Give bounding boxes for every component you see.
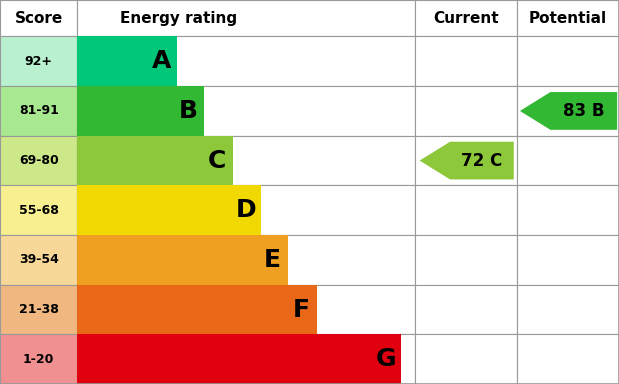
Text: Potential: Potential <box>529 11 607 26</box>
Bar <box>77 334 401 384</box>
Bar <box>77 285 415 334</box>
Bar <box>77 36 177 86</box>
Bar <box>0 185 77 235</box>
Text: E: E <box>264 248 281 272</box>
Text: 55-68: 55-68 <box>19 204 59 217</box>
Bar <box>517 185 619 235</box>
Text: G: G <box>376 347 396 371</box>
Bar <box>77 185 415 235</box>
Text: C: C <box>208 149 227 172</box>
Text: 83 B: 83 B <box>563 102 605 120</box>
Bar <box>77 285 317 334</box>
Bar <box>415 136 517 185</box>
Polygon shape <box>420 142 514 179</box>
Bar <box>415 285 517 334</box>
Bar <box>517 0 619 36</box>
Text: A: A <box>152 49 171 73</box>
Bar <box>77 86 204 136</box>
Text: 21-38: 21-38 <box>19 303 59 316</box>
Bar <box>415 334 517 384</box>
Bar <box>77 235 288 285</box>
Bar <box>517 334 619 384</box>
Bar <box>517 136 619 185</box>
Text: 81-91: 81-91 <box>19 104 59 118</box>
Bar <box>77 235 415 285</box>
Bar <box>415 0 517 36</box>
Text: Score: Score <box>15 11 63 26</box>
Bar <box>415 86 517 136</box>
Text: 69-80: 69-80 <box>19 154 59 167</box>
Text: 39-54: 39-54 <box>19 253 59 266</box>
Bar <box>517 86 619 136</box>
Bar <box>0 136 77 185</box>
Bar <box>0 86 77 136</box>
Bar <box>517 36 619 86</box>
Text: 72 C: 72 C <box>461 152 503 170</box>
Text: Current: Current <box>433 11 499 26</box>
Text: F: F <box>293 298 310 321</box>
Bar <box>415 235 517 285</box>
Bar <box>77 136 233 185</box>
Text: D: D <box>235 198 256 222</box>
Text: Energy rating: Energy rating <box>120 11 237 26</box>
Text: 92+: 92+ <box>25 55 53 68</box>
Bar <box>77 86 415 136</box>
Bar <box>415 185 517 235</box>
Bar <box>0 334 77 384</box>
Text: 1-20: 1-20 <box>23 353 54 366</box>
Bar <box>77 185 261 235</box>
Bar <box>0 235 77 285</box>
Bar <box>77 36 415 86</box>
Bar <box>0 36 77 86</box>
Text: B: B <box>179 99 198 123</box>
Bar <box>77 334 415 384</box>
Bar <box>77 136 415 185</box>
Bar <box>517 285 619 334</box>
Bar <box>0 285 77 334</box>
Bar <box>77 0 415 36</box>
Bar <box>517 235 619 285</box>
Polygon shape <box>520 92 617 130</box>
Bar <box>0 0 77 36</box>
Bar <box>415 36 517 86</box>
